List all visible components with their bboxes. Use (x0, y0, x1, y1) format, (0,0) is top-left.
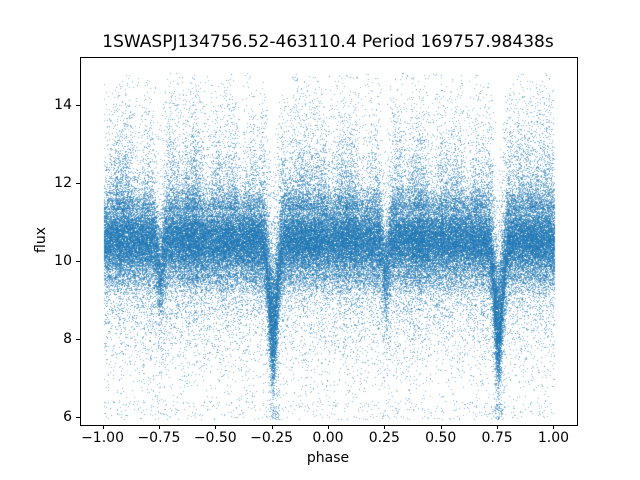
x-tick-label: 0.50 (425, 430, 457, 446)
x-tick-label: −0.75 (137, 430, 181, 446)
y-tick-label: 6 (63, 408, 72, 425)
y-tick-mark (76, 338, 80, 340)
x-tick-label: 0.75 (481, 430, 513, 446)
x-tick-mark (440, 425, 442, 429)
x-tick-mark (328, 425, 329, 429)
x-tick-mark (553, 425, 555, 429)
x-tick-mark (215, 425, 217, 429)
scatter-points-canvas (81, 58, 577, 425)
x-axis-label: phase (306, 450, 350, 466)
y-tick-mark (76, 182, 80, 184)
x-tick-mark (271, 425, 273, 429)
y-tick-label: 14 (54, 96, 72, 113)
x-tick-mark (497, 425, 499, 429)
y-axis-label-text: flux (33, 227, 49, 253)
y-tick-mark (76, 260, 80, 262)
x-tick-label: −1.00 (81, 430, 124, 446)
x-tick-mark (158, 425, 160, 429)
x-tick-label: −0.50 (193, 430, 237, 446)
plot-area (80, 57, 578, 426)
y-tick-label: 8 (63, 330, 72, 347)
x-tick-label: 0.25 (368, 430, 400, 446)
x-tick-label: −0.25 (250, 430, 294, 446)
x-tick-label: 0.00 (312, 430, 344, 446)
x-tick-mark (102, 425, 104, 429)
y-tick-label: 10 (54, 252, 72, 269)
chart-title: 1SWASPJ134756.52-463110.4 Period 169757.… (102, 32, 554, 52)
y-tick-mark (76, 104, 80, 106)
y-tick-mark (76, 416, 80, 418)
y-tick-label: 12 (54, 174, 72, 191)
x-tick-mark (384, 425, 386, 429)
x-tick-label: 1.00 (537, 430, 570, 446)
